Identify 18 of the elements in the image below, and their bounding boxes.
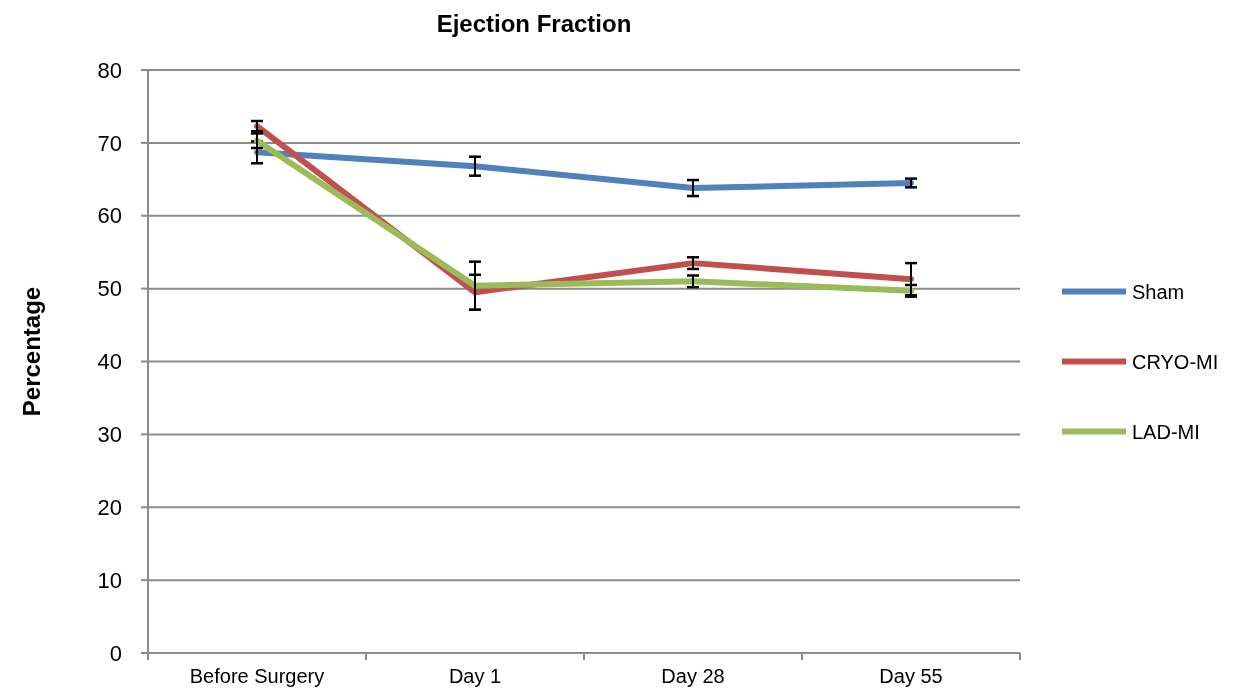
y-tick-label: 50 xyxy=(97,276,122,302)
y-tick-label: 80 xyxy=(97,57,122,83)
y-tick-label: 20 xyxy=(97,494,122,520)
chart-title: Ejection Fraction xyxy=(436,10,632,37)
y-tick-label: 60 xyxy=(97,203,122,229)
x-tick-label: Day 28 xyxy=(661,665,725,687)
y-tick-label: 40 xyxy=(97,349,122,375)
y-axis-title: Percentage xyxy=(18,286,45,417)
y-tick-label: 10 xyxy=(97,567,122,593)
legend-label: CRYO-MI xyxy=(1132,350,1219,373)
x-tick-label: Day 1 xyxy=(448,665,502,687)
legend-label: LAD-MI xyxy=(1132,420,1200,443)
y-tick-label: 70 xyxy=(97,130,122,156)
legend-label: Sham xyxy=(1132,280,1185,303)
y-tick-label: 30 xyxy=(97,422,122,448)
x-tick-label: Day 55 xyxy=(879,665,943,687)
y-tick-label: 0 xyxy=(109,640,122,666)
x-tick-label: Before Surgery xyxy=(189,665,325,687)
